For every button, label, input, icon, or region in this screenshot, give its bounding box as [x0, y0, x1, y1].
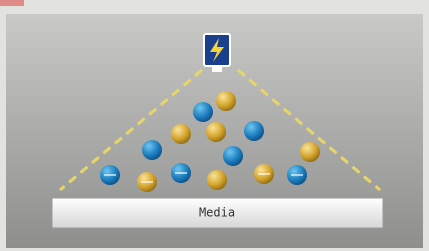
source-icon: [204, 34, 230, 72]
corner-mark: [0, 0, 24, 6]
media-label: Media: [199, 206, 235, 220]
diagram: Media: [0, 0, 429, 251]
